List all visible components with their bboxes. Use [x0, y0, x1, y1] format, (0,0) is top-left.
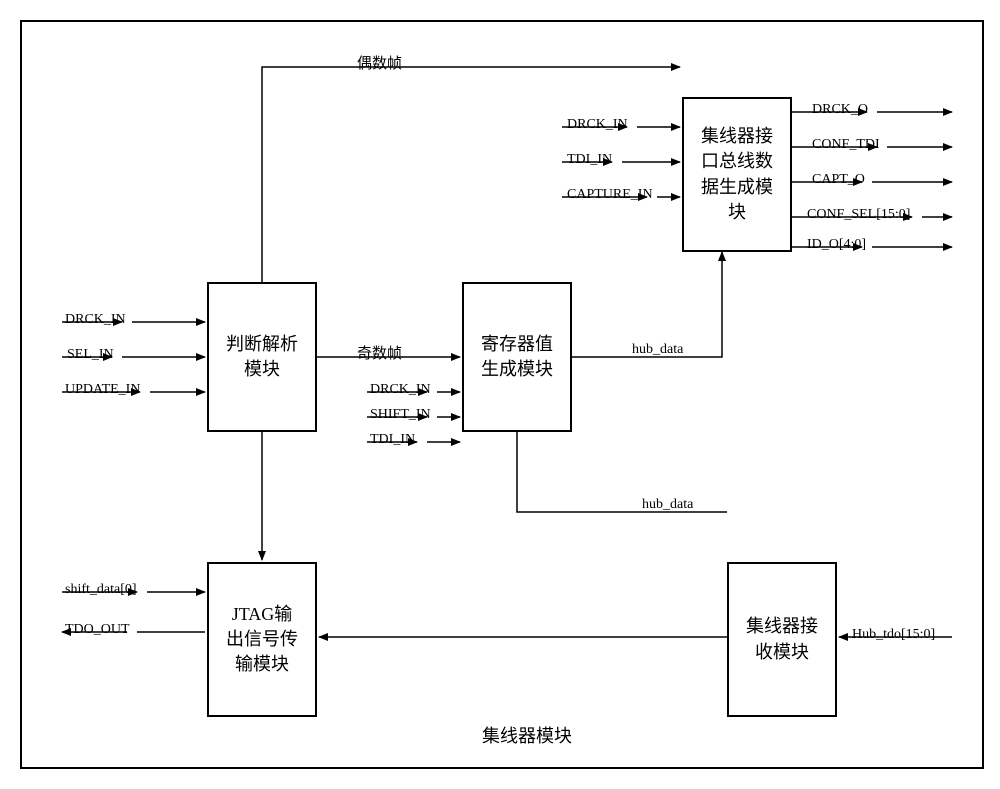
sig-tdoout: TDO_OUT [65, 622, 130, 638]
sig-hubdata-2: hub_data [642, 497, 693, 513]
sig-hubdata-1: hub_data [632, 342, 683, 358]
sig-hubtdo: Hub_tdo[15:0] [852, 627, 935, 643]
box-hubbus-label: 集线器接口总线数据生成模块 [701, 124, 773, 225]
sig-hb-capto: CAPT_O [812, 172, 865, 188]
sig-even-frame: 偶数帧 [357, 52, 402, 73]
sig-reg-drck: DRCK_IN [370, 382, 431, 398]
diagram-canvas: 判断解析模块 JTAG输出信号传输模块 寄存器值生成模块 集线器接口总线数据生成… [20, 20, 984, 769]
sig-reg-tdi: TDI_IN [370, 432, 415, 448]
sig-shiftdata: shift_data[0] [65, 582, 137, 598]
diagram-title: 集线器模块 [482, 722, 572, 748]
sig-odd-frame: 奇数帧 [357, 342, 402, 363]
sig-hb-tdi: TDI_IN [567, 152, 612, 168]
sig-hb-confsel: CONF_SEL[15:0] [807, 207, 910, 223]
sig-hb-ido: ID_O[4:0] [807, 237, 866, 253]
sig-hb-conftdi: CONF_TDI [812, 137, 880, 153]
sig-reg-shift: SHIFT_IN [370, 407, 431, 423]
sig-hb-capt: CAPTURE_IN [567, 187, 653, 203]
box-jtagout: JTAG输出信号传输模块 [207, 562, 317, 717]
box-hubrx-label: 集线器接收模块 [746, 614, 818, 664]
sig-parse-sel: SEL_IN [67, 347, 114, 363]
box-hubrx: 集线器接收模块 [727, 562, 837, 717]
box-parse: 判断解析模块 [207, 282, 317, 432]
sig-parse-drck: DRCK_IN [65, 312, 126, 328]
sig-hb-drck: DRCK_IN [567, 117, 628, 133]
box-reggen-label: 寄存器值生成模块 [481, 332, 553, 382]
box-reggen: 寄存器值生成模块 [462, 282, 572, 432]
box-hubbus: 集线器接口总线数据生成模块 [682, 97, 792, 252]
sig-parse-update: UPDATE_IN [65, 382, 140, 398]
box-jtagout-label: JTAG输出信号传输模块 [226, 602, 298, 678]
box-parse-label: 判断解析模块 [226, 332, 298, 382]
sig-hb-drcko: DRCK_O [812, 102, 868, 118]
